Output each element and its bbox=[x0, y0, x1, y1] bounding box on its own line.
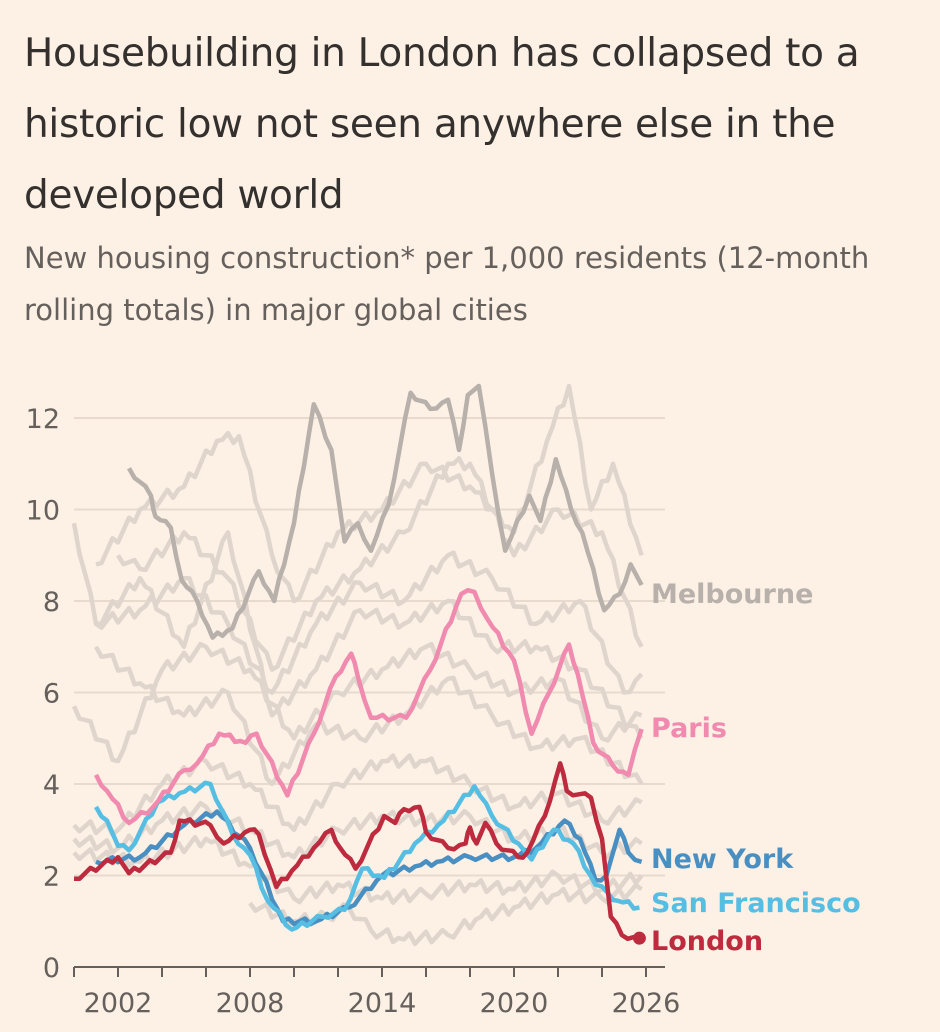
paris-line bbox=[93, 587, 644, 826]
y-tick-label: 0 bbox=[43, 953, 60, 984]
background-series-line bbox=[116, 456, 644, 672]
y-tick-label: 8 bbox=[43, 587, 60, 618]
background-series-line bbox=[95, 383, 644, 604]
gridlines bbox=[74, 417, 665, 877]
x-tick-label: 2002 bbox=[84, 988, 153, 1019]
background-series-line bbox=[72, 834, 644, 905]
y-tick-label: 10 bbox=[26, 496, 60, 527]
paris-label: Paris bbox=[651, 713, 727, 744]
background-series-line bbox=[72, 753, 643, 837]
london-line bbox=[73, 761, 640, 942]
x-tick-label: 2020 bbox=[480, 988, 549, 1019]
background-series-line bbox=[94, 645, 644, 787]
highlighted-series bbox=[73, 383, 646, 945]
y-tick-label: 4 bbox=[43, 770, 60, 801]
new-york-label: New York bbox=[651, 844, 794, 875]
london-endpoint-dot bbox=[632, 931, 646, 945]
y-tick-label: 2 bbox=[43, 862, 60, 893]
background-series bbox=[71, 383, 644, 947]
london-label: London bbox=[651, 926, 763, 957]
y-tick-label: 12 bbox=[26, 404, 60, 435]
x-tick-label: 2014 bbox=[348, 988, 417, 1019]
series-labels: Melbourne Paris New York San Francisco Londo… bbox=[651, 579, 861, 957]
background-series-line bbox=[71, 522, 644, 695]
background-series-line bbox=[95, 530, 644, 740]
chart-subtitle: New housing construction* per 1,000 resi… bbox=[24, 241, 870, 327]
x-tick-label: 2008 bbox=[216, 988, 285, 1019]
melbourne-label: Melbourne bbox=[651, 579, 813, 610]
axes: 0 2 4 6 8 10 12 2002 2008 2014 2020 2026 bbox=[26, 404, 681, 1019]
y-tick-label: 6 bbox=[43, 679, 60, 710]
melbourne-line bbox=[127, 383, 644, 640]
san-francisco-label: San Francisco bbox=[651, 888, 861, 919]
san-francisco-line bbox=[94, 780, 640, 932]
chart-title: Housebuilding in London has collapsed to… bbox=[24, 31, 860, 218]
x-tick-label: 2026 bbox=[612, 988, 681, 1019]
